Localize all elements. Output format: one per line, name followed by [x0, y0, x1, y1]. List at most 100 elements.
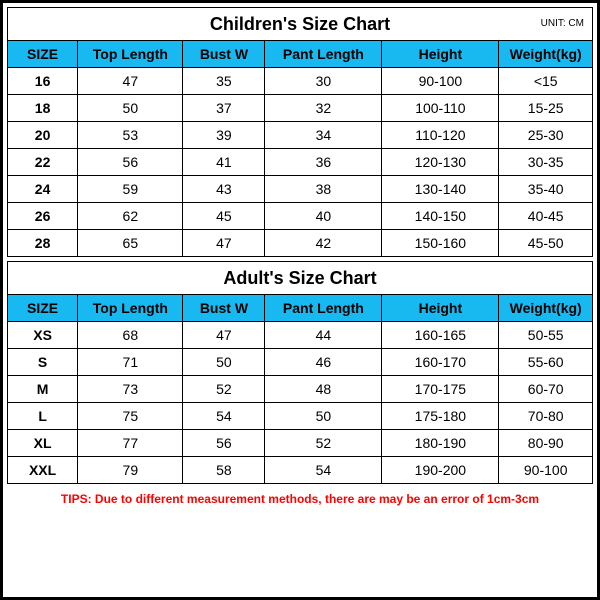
table-cell: 160-170 — [382, 349, 499, 376]
table-row: XL775652180-19080-90 — [8, 430, 593, 457]
table-cell: 56 — [78, 149, 183, 176]
table-cell: 28 — [8, 230, 78, 257]
table-cell: 79 — [78, 457, 183, 484]
table-cell: 38 — [265, 176, 382, 203]
table-cell: 50 — [183, 349, 265, 376]
table-cell: 130-140 — [382, 176, 499, 203]
table-cell: 73 — [78, 376, 183, 403]
column-header: Pant Length — [265, 41, 382, 68]
column-header: Pant Length — [265, 295, 382, 322]
adult-title-row: Adult's Size Chart — [8, 262, 593, 295]
table-cell: 59 — [78, 176, 183, 203]
table-cell: 35 — [183, 68, 265, 95]
table-cell: 32 — [265, 95, 382, 122]
children-title-row: Children's Size Chart UNIT: CM — [8, 8, 593, 41]
tips-text: TIPS: Due to different measurement metho… — [7, 484, 593, 506]
column-header: Bust W — [183, 41, 265, 68]
table-cell: 170-175 — [382, 376, 499, 403]
table-cell: 24 — [8, 176, 78, 203]
table-cell: 90-100 — [499, 457, 593, 484]
column-header: Top Length — [78, 295, 183, 322]
size-chart-container: Children's Size Chart UNIT: CM SIZETop L… — [0, 0, 600, 600]
table-row: 26624540140-15040-45 — [8, 203, 593, 230]
table-cell: 35-40 — [499, 176, 593, 203]
table-row: 18503732100-11015-25 — [8, 95, 593, 122]
table-cell: 40 — [265, 203, 382, 230]
table-row: XS684744160-16550-55 — [8, 322, 593, 349]
column-header: Bust W — [183, 295, 265, 322]
table-cell: 47 — [183, 322, 265, 349]
table-row: 24594338130-14035-40 — [8, 176, 593, 203]
column-header: SIZE — [8, 41, 78, 68]
table-cell: 39 — [183, 122, 265, 149]
table-cell: 56 — [183, 430, 265, 457]
table-cell: 62 — [78, 203, 183, 230]
table-cell: M — [8, 376, 78, 403]
table-cell: 50 — [78, 95, 183, 122]
table-cell: 37 — [183, 95, 265, 122]
table-cell: 45 — [183, 203, 265, 230]
table-cell: 140-150 — [382, 203, 499, 230]
table-cell: 90-100 — [382, 68, 499, 95]
table-cell: 34 — [265, 122, 382, 149]
table-cell: XS — [8, 322, 78, 349]
table-cell: 53 — [78, 122, 183, 149]
table-row: 1647353090-100<15 — [8, 68, 593, 95]
table-cell: 41 — [183, 149, 265, 176]
column-header: Weight(kg) — [499, 295, 593, 322]
table-cell: 52 — [265, 430, 382, 457]
column-header: Top Length — [78, 41, 183, 68]
table-cell: 25-30 — [499, 122, 593, 149]
table-row: L755450175-18070-80 — [8, 403, 593, 430]
table-cell: 58 — [183, 457, 265, 484]
table-cell: XXL — [8, 457, 78, 484]
column-header: Height — [382, 41, 499, 68]
table-cell: 55-60 — [499, 349, 593, 376]
table-cell: 47 — [183, 230, 265, 257]
table-cell: 36 — [265, 149, 382, 176]
table-cell: 60-70 — [499, 376, 593, 403]
table-cell: 68 — [78, 322, 183, 349]
adult-size-table: Adult's Size Chart SIZETop LengthBust WP… — [7, 261, 593, 484]
table-cell: 71 — [78, 349, 183, 376]
table-cell: 180-190 — [382, 430, 499, 457]
column-header: Weight(kg) — [499, 41, 593, 68]
table-cell: 50 — [265, 403, 382, 430]
children-header-row: SIZETop LengthBust WPant LengthHeightWei… — [8, 41, 593, 68]
table-cell: 190-200 — [382, 457, 499, 484]
table-cell: 47 — [78, 68, 183, 95]
table-cell: 54 — [265, 457, 382, 484]
table-cell: 42 — [265, 230, 382, 257]
table-cell: 43 — [183, 176, 265, 203]
table-cell: 65 — [78, 230, 183, 257]
table-cell: 100-110 — [382, 95, 499, 122]
table-cell: 150-160 — [382, 230, 499, 257]
column-header: Height — [382, 295, 499, 322]
table-row: 22564136120-13030-35 — [8, 149, 593, 176]
table-cell: 22 — [8, 149, 78, 176]
table-cell: 44 — [265, 322, 382, 349]
table-cell: <15 — [499, 68, 593, 95]
table-cell: 45-50 — [499, 230, 593, 257]
table-cell: XL — [8, 430, 78, 457]
table-cell: S — [8, 349, 78, 376]
table-row: XXL795854190-20090-100 — [8, 457, 593, 484]
table-cell: 50-55 — [499, 322, 593, 349]
table-cell: 160-165 — [382, 322, 499, 349]
table-cell: 48 — [265, 376, 382, 403]
table-cell: 52 — [183, 376, 265, 403]
table-cell: 54 — [183, 403, 265, 430]
table-cell: 30 — [265, 68, 382, 95]
table-cell: 75 — [78, 403, 183, 430]
table-cell: 110-120 — [382, 122, 499, 149]
table-cell: 15-25 — [499, 95, 593, 122]
table-cell: 40-45 — [499, 203, 593, 230]
table-cell: 18 — [8, 95, 78, 122]
table-cell: 20 — [8, 122, 78, 149]
adult-title: Adult's Size Chart — [223, 268, 376, 288]
adult-header-row: SIZETop LengthBust WPant LengthHeightWei… — [8, 295, 593, 322]
table-cell: 175-180 — [382, 403, 499, 430]
children-title: Children's Size Chart — [210, 14, 390, 34]
table-cell: 30-35 — [499, 149, 593, 176]
table-cell: 120-130 — [382, 149, 499, 176]
